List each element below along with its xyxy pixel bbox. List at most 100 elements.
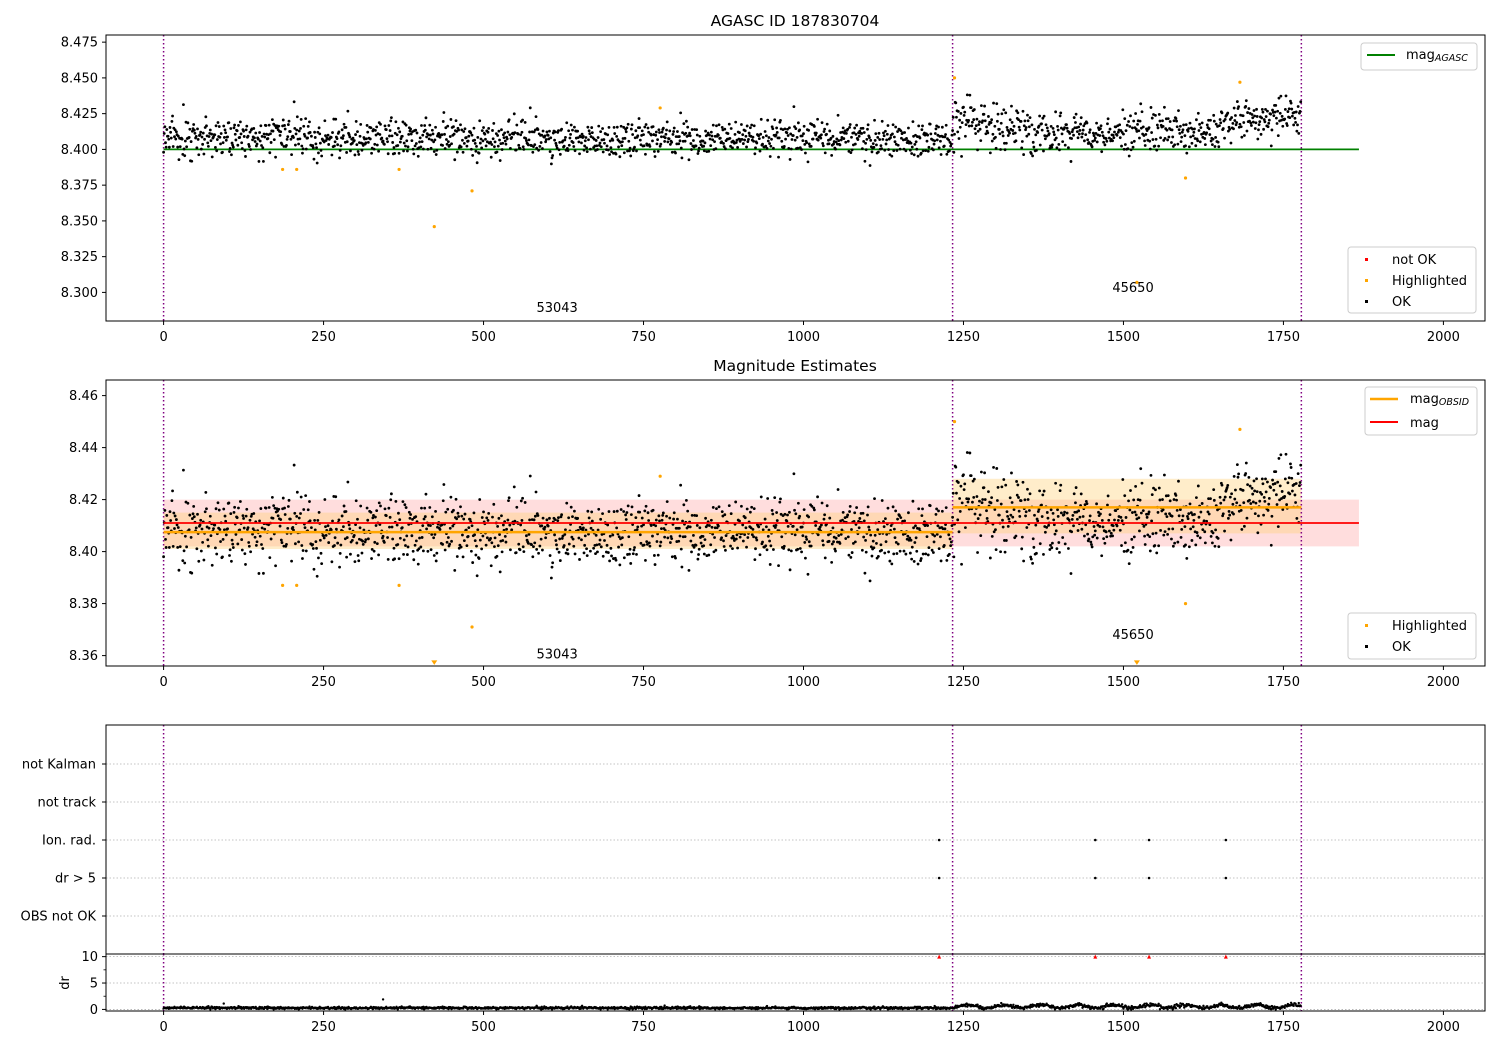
ok-point [997, 513, 1001, 517]
ok-point [523, 501, 527, 504]
ok-point [764, 134, 768, 138]
ok-point [469, 549, 473, 553]
ok-point [183, 139, 187, 143]
ok-point [415, 131, 419, 135]
ok-point [364, 538, 368, 542]
ok-point [880, 147, 883, 151]
ok-point [506, 130, 510, 134]
ok-point [596, 550, 599, 554]
ok-point [1260, 116, 1264, 120]
ok-point [528, 130, 532, 134]
ok-point [1175, 498, 1178, 502]
ok-point [304, 147, 308, 151]
ok-point [212, 527, 215, 531]
ok-point [392, 546, 396, 550]
ok-point [462, 130, 466, 133]
ok-point [995, 499, 999, 502]
ok-point [857, 526, 861, 530]
ok-point [445, 540, 449, 544]
ok-point [974, 124, 978, 127]
ok-point [1228, 513, 1232, 517]
ok-point [355, 143, 359, 147]
ok-point [216, 501, 220, 505]
ok-point [1175, 119, 1178, 123]
highlighted-point [432, 225, 436, 229]
ok-point [479, 137, 483, 141]
ok-point [1271, 108, 1274, 112]
ok-point [286, 505, 290, 508]
ok-point [1118, 136, 1122, 140]
ok-point [681, 519, 684, 523]
ok-point [1027, 509, 1031, 512]
ok-point [819, 136, 823, 140]
ok-point [827, 142, 831, 146]
ok-point [868, 579, 872, 583]
ok-point [674, 151, 677, 155]
ok-point [317, 556, 320, 560]
ok-point [1129, 114, 1132, 118]
ok-point [919, 151, 923, 155]
ok-point [230, 559, 233, 563]
ok-point [951, 491, 955, 495]
ok-point [414, 515, 418, 519]
ok-point [848, 125, 851, 129]
ok-point [1150, 131, 1154, 134]
ok-point [891, 505, 895, 509]
ok-point [230, 153, 233, 157]
ok-point [501, 523, 505, 527]
ok-point [599, 517, 603, 521]
ok-point [844, 537, 848, 540]
legend-top-agasc: magAGASC [1360, 42, 1478, 71]
ok-point [1076, 136, 1080, 140]
ok-point [306, 508, 310, 512]
ok-point [300, 544, 304, 547]
ok-point [1043, 137, 1047, 141]
ok-point [902, 147, 906, 151]
ok-point [1112, 528, 1116, 532]
ok-point [414, 142, 418, 145]
ok-point [748, 510, 752, 514]
ok-point [204, 490, 208, 494]
ok-point [1058, 148, 1061, 152]
ok-point [701, 139, 705, 143]
ok-point [1269, 543, 1273, 547]
ok-point [446, 507, 450, 511]
ok-point [861, 511, 865, 515]
ok-point [849, 555, 853, 559]
legend-ok-marker [1365, 300, 1368, 303]
ok-point [557, 148, 561, 152]
ok-point [354, 120, 358, 123]
ok-point [704, 129, 707, 133]
ok-point [698, 134, 702, 138]
ok-point [830, 153, 834, 157]
ok-point [870, 554, 874, 558]
ok-point [633, 145, 636, 149]
ok-point [823, 556, 827, 560]
ok-point [983, 471, 986, 475]
ok-point [597, 507, 601, 511]
ok-point [884, 142, 888, 146]
ok-point [1245, 516, 1249, 520]
ok-point [785, 131, 789, 135]
ok-point [1080, 135, 1084, 139]
ok-point [214, 507, 218, 511]
ok-point [858, 517, 862, 520]
ok-point [821, 539, 825, 543]
ok-point [1255, 107, 1258, 111]
ok-point [919, 557, 923, 560]
ok-point [490, 143, 494, 146]
ok-point [644, 123, 648, 126]
ok-point [711, 532, 715, 536]
ok-point [765, 146, 769, 150]
ok-point [1179, 535, 1183, 539]
ok-point [862, 519, 866, 523]
ok-point [939, 535, 942, 539]
ok-point [251, 532, 254, 536]
ok-point [532, 545, 535, 549]
ok-point [633, 546, 636, 549]
ok-point [883, 551, 887, 555]
ok-point [398, 518, 402, 522]
ok-point [1008, 118, 1012, 122]
ok-point [1244, 461, 1248, 465]
ok-point [740, 137, 744, 141]
